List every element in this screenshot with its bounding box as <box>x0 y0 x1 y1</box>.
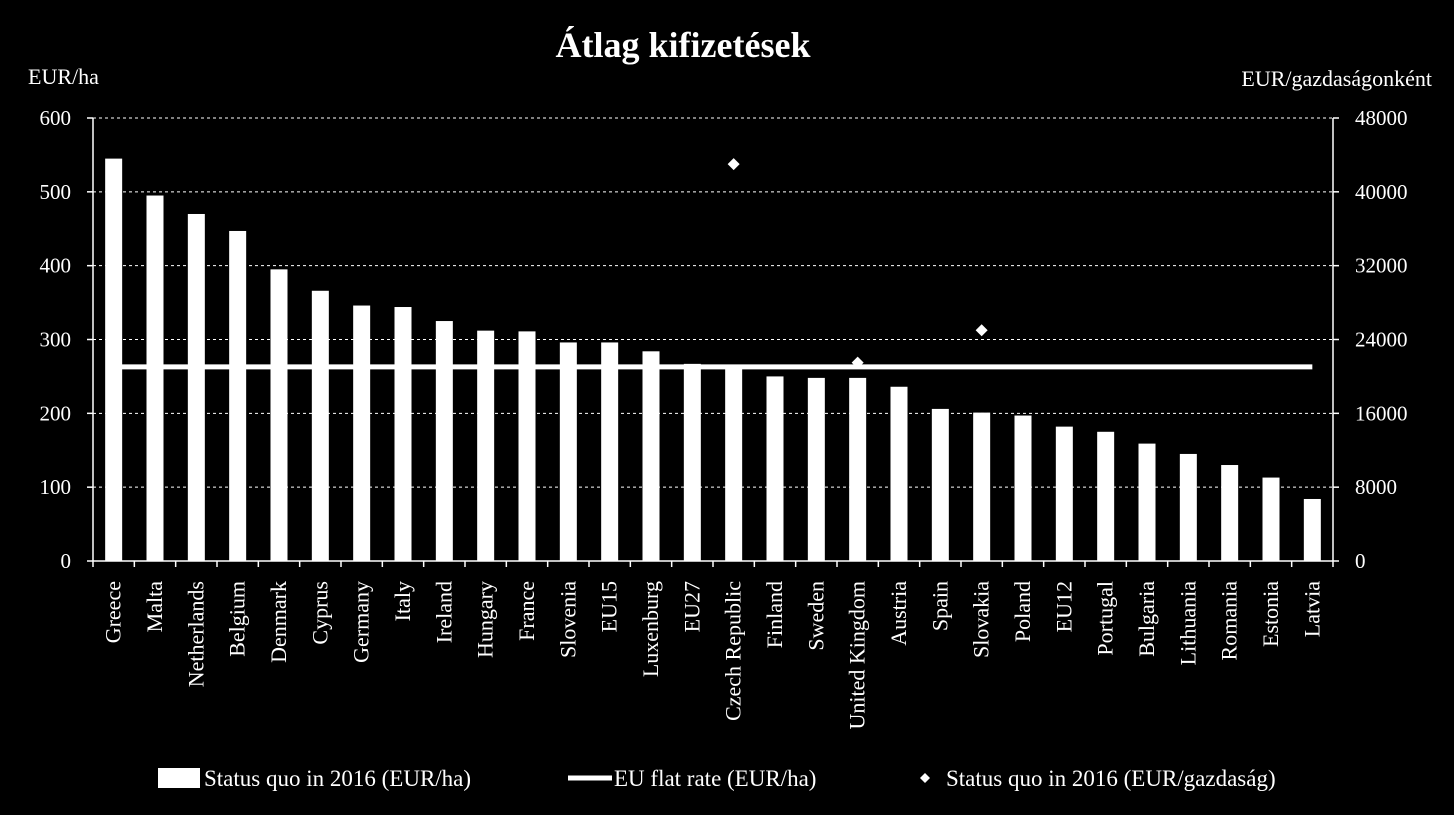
legend-line-label: EU flat rate (EUR/ha) <box>614 766 816 791</box>
right-tick-label: 40000 <box>1355 180 1408 204</box>
right-tick-label: 32000 <box>1355 254 1408 278</box>
legend-diamond-swatch <box>920 773 930 783</box>
x-category-label: France <box>514 581 539 641</box>
bar-greece <box>105 158 123 561</box>
x-category-label: EU12 <box>1051 581 1076 632</box>
x-category-label: Austria <box>886 581 911 646</box>
x-category-label: Netherlands <box>183 581 208 687</box>
bar-sweden <box>807 377 825 561</box>
bar-eu12 <box>1055 426 1073 561</box>
x-category-label: Luxenburg <box>638 581 663 677</box>
left-tick-label: 0 <box>61 549 72 573</box>
bar-slovenia <box>559 342 577 561</box>
bar-belgium <box>229 230 247 561</box>
bar-germany <box>353 305 371 561</box>
right-tick-label: 24000 <box>1355 328 1408 352</box>
right-tick-label: 48000 <box>1355 106 1408 130</box>
bar-romania <box>1221 465 1239 561</box>
bar-eu27 <box>683 363 701 561</box>
right-tick-label: 16000 <box>1355 401 1408 425</box>
x-category-label: Malta <box>142 581 167 633</box>
scatter-point-united-kingdom <box>851 356 864 369</box>
x-category-label: Lithuania <box>1175 581 1200 666</box>
x-category-label: Hungary <box>473 581 498 658</box>
left-tick-label: 300 <box>40 328 72 352</box>
bar-bulgaria <box>1138 443 1156 561</box>
bar-latvia <box>1303 498 1321 561</box>
bar-france <box>518 331 536 561</box>
x-category-label: Slovenia <box>555 581 580 658</box>
bar-czech-republic <box>725 366 743 561</box>
bar-lithuania <box>1179 453 1197 561</box>
x-axis-labels: Greece Malta Netherlands Belgium Denmark Cypr… <box>101 581 1325 730</box>
x-category-label: Spain <box>927 581 952 631</box>
x-category-label: Romania <box>1217 581 1242 661</box>
bar-netherlands <box>187 213 205 561</box>
x-category-label: Sweden <box>803 581 828 651</box>
x-category-label: Germany <box>349 581 374 663</box>
bar-poland <box>1014 415 1032 561</box>
bar-ireland <box>435 321 453 561</box>
x-category-label: Latvia <box>1299 581 1324 637</box>
x-category-label: Poland <box>1010 581 1035 642</box>
bar-eu15 <box>601 342 619 561</box>
scatter-point-slovakia <box>975 324 988 337</box>
left-tick-label: 600 <box>40 106 72 130</box>
right-axis-unit-label: EUR/gazdaságonként <box>1241 66 1432 91</box>
x-category-label: Italy <box>390 581 415 621</box>
bar-hungary <box>477 330 495 561</box>
scatter-series <box>727 158 988 369</box>
bar-spain <box>931 408 949 561</box>
bar-luxenburg <box>642 351 660 561</box>
x-category-label: Slovakia <box>969 581 994 658</box>
x-category-label: Czech Republic <box>721 581 746 721</box>
bar-cyprus <box>311 290 329 561</box>
bar-portugal <box>1097 431 1115 561</box>
x-category-label: EU27 <box>679 581 704 632</box>
legend-bar-swatch <box>158 768 200 788</box>
right-tick-label: 8000 <box>1355 475 1397 499</box>
left-tick-label: 100 <box>40 475 72 499</box>
bar-finland <box>766 376 784 561</box>
x-category-label: Estonia <box>1258 581 1283 647</box>
bar-austria <box>890 386 908 561</box>
right-tick-label: 0 <box>1355 549 1366 573</box>
left-tick-label: 200 <box>40 401 72 425</box>
x-category-label: EU15 <box>597 581 622 632</box>
bar-estonia <box>1262 477 1280 561</box>
chart-title: Átlag kifizetések <box>556 25 811 65</box>
legend-bar-label: Status quo in 2016 (EUR/ha) <box>204 766 471 791</box>
x-category-label: Bulgaria <box>1134 581 1159 657</box>
scatter-point-czech-republic <box>727 158 740 171</box>
bar-united-kingdom <box>849 377 867 561</box>
x-category-label: Greece <box>101 581 126 643</box>
left-axis-unit-label: EUR/ha <box>28 64 99 89</box>
bar-italy <box>394 307 412 561</box>
left-tick-label: 400 <box>40 254 72 278</box>
x-category-label: Belgium <box>225 581 250 657</box>
x-category-label: Portugal <box>1093 581 1118 656</box>
axes: 0 100 200 300 400 500 600 0 8000 16000 24000 32000 4… <box>40 106 1408 573</box>
bar-slovakia <box>973 412 991 561</box>
bar-series <box>105 158 1321 561</box>
x-category-label: Finland <box>762 581 787 648</box>
x-category-label: Ireland <box>431 581 456 643</box>
x-category-label: Cyprus <box>307 581 332 645</box>
left-tick-label: 500 <box>40 180 72 204</box>
legend-scatter-label: Status quo in 2016 (EUR/gazdaság) <box>946 766 1276 791</box>
legend: Status quo in 2016 (EUR/ha) EU flat rate … <box>158 766 1276 791</box>
x-category-label: Denmark <box>266 581 291 663</box>
bar-malta <box>146 195 164 561</box>
gridlines <box>93 117 1333 488</box>
bar-denmark <box>270 269 288 561</box>
x-category-label: United Kingdom <box>845 581 870 730</box>
